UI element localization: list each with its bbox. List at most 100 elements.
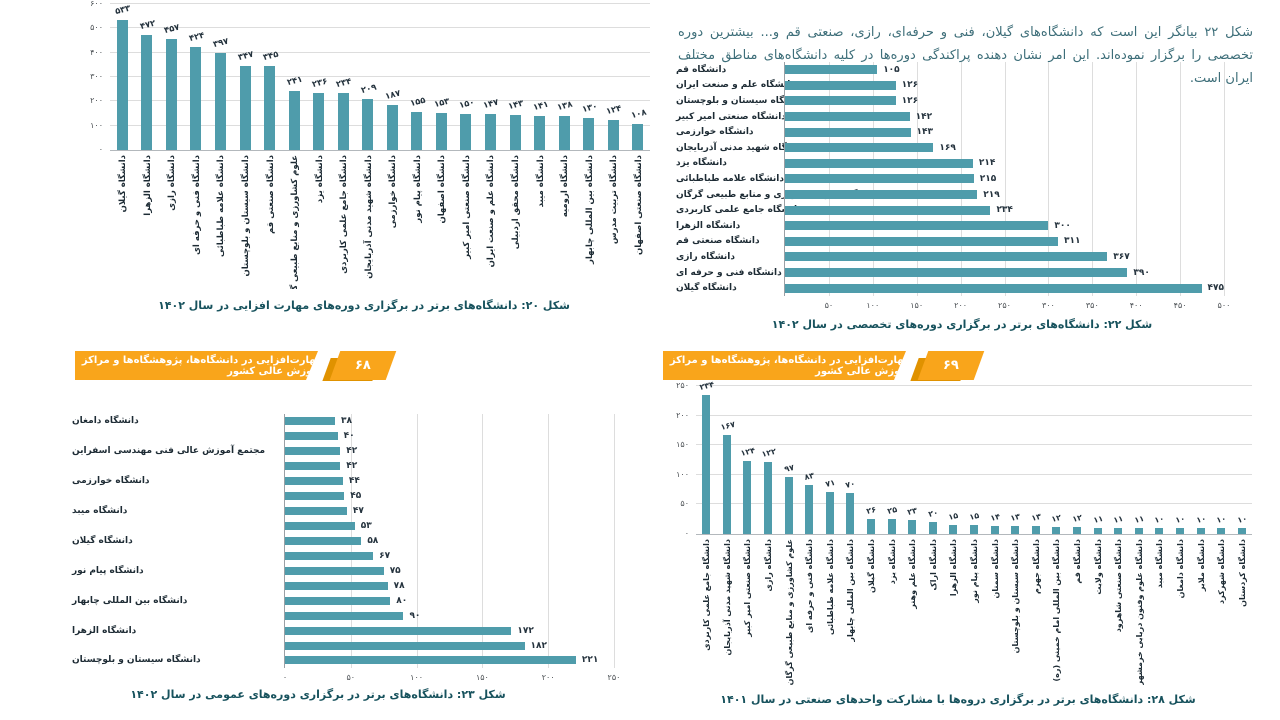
bar-value-label: ۴۷: [352, 506, 364, 517]
category-label: دانشگاه رازی: [167, 155, 178, 211]
bar-group: ۱۰۵ ۱۲۶ ۱۲۶ ۱۴۲ ۱۴۳ ۱۶۹ ۲۱۴ ۲۱۵ ۲۱۹ ۲۳۴ ۳۰۰ ۳۱۱ ۳۶۷ ۳…: [785, 62, 1224, 296]
x-axis-tick-label: ۱۰۰: [410, 673, 424, 682]
gridline: [696, 503, 1252, 505]
category-label-slot: دانشگاه میبد: [1149, 535, 1170, 685]
bar-value-label: ۱۲: [1050, 512, 1063, 524]
bar: [285, 462, 341, 471]
bar-value-label: ۴۷۵: [1207, 283, 1224, 294]
bar-row: ۸۰: [285, 593, 614, 608]
bar-slot: ۱۰۸: [625, 4, 650, 150]
bar: [1093, 527, 1102, 534]
figure-20-caption: شکل ۲۰: دانشگاه‌های برتر در برگزاری دوره…: [158, 299, 570, 312]
bar-slot: ۲۳: [902, 386, 923, 534]
bar: [285, 656, 576, 665]
category-label: [68, 548, 284, 563]
bar-slot: ۱۲۴: [601, 4, 626, 150]
gridline: [696, 385, 1252, 386]
category-label-slot: دانشگاه ارومیه: [552, 151, 577, 289]
bar-row: ۱۲۶: [785, 93, 1224, 109]
figure-28-caption: شکل ۲۸: دانشگاه‌های برتر در برگزاری دروه…: [720, 693, 1196, 706]
bar-slot: ۱۰: [1170, 386, 1191, 534]
bar: [285, 551, 374, 560]
bar: [785, 158, 973, 168]
bar-slot: ۱۴: [984, 386, 1005, 534]
bar: [1031, 526, 1040, 534]
figure-20-plot-area: ۰ ۱۰۰ ۲۰۰ ۳۰۰ ۴۰۰ ۵۰۰ ۶۰۰ ۵۳۳ ۴۷۲ ۴۵۷ ۴۲۴ ۳۹۷ ۳۴۷ ۳۴…: [78, 0, 650, 289]
bar-value-label: ۱۰۸: [629, 107, 648, 121]
bar-slot: ۱۴۷: [478, 4, 503, 150]
bar-group: ۳۸ ۴۰ ۴۲ ۴۲ ۴۴ ۴۵ ۴۷ ۵۳ ۵۸ ۶۷ ۷۵ ۷۸ ۸۰ ۹۰ ۱۷۲ ۱۸۲ ۲۲۱: [285, 414, 614, 668]
category-label: دانشگاه گیلان: [867, 539, 877, 593]
category-label: دانشگاه اصفهان: [437, 155, 448, 224]
category-label: دانشگاه صنعتی قم: [265, 155, 276, 234]
category-label: دانشگاه سمنان: [990, 539, 1000, 599]
gridline: [482, 414, 484, 668]
banner-title-left: مهارت‌افزایی در دانشگاه‌ها، پژوهشگاه‌ها …: [75, 351, 318, 380]
category-label: دانشگاه سیستان و بلوچستان: [72, 655, 201, 666]
bar-slot: ۲۴۱: [282, 4, 307, 150]
category-label: دانشگاه گیلان: [676, 283, 737, 294]
figure-22-bars-area: ۵۰ ۱۰۰ ۱۵۰ ۲۰۰ ۲۵۰ ۳۰۰ ۳۵۰ ۴۰۰ ۴۵۰ ۵۰۰ ۱۰۵ ۱۲۶ ۱۲۶ ۱۴…: [784, 62, 1230, 310]
category-label: دانشگاه علوم وفنون دریایی خرمشهر: [1134, 539, 1144, 685]
bar-group: ۵۳۳ ۴۷۲ ۴۵۷ ۴۲۴ ۳۹۷ ۳۴۷ ۳۴۵ ۲۴۱ ۲۳۶ ۲۳۴ ۲۰۹ ۱۸۷ ۱۵۵ ۱…: [110, 4, 650, 150]
bar-row: ۵۸: [285, 534, 614, 549]
bar-value-label: ۲۳۴: [335, 76, 353, 91]
category-label: دانشگاه قم: [676, 64, 727, 75]
figure-23-caption: شکل ۲۳: دانشگاه‌های برتر در برگزاری دوره…: [130, 688, 506, 701]
bar: [285, 477, 343, 486]
category-label-slot: دانشگاه علم وهنر: [902, 535, 923, 685]
category-label: مجتمع آموزش عالی فنی مهندسی اسفراین: [72, 446, 266, 457]
gridline: [1224, 62, 1225, 296]
category-label: دانشگاه صنعتی امیر کبیر: [676, 111, 786, 122]
bar-slot: ۱۶۷: [717, 386, 738, 534]
bar-value-label: ۴۰: [343, 431, 355, 442]
bar-slot: ۱۵۳: [429, 4, 454, 150]
bar-value-label: ۲۱۴: [978, 158, 996, 169]
bar-slot: ۷۰: [840, 386, 861, 534]
bar-slot: ۱۱: [1087, 386, 1108, 534]
intro-paragraph: شکل ۲۲ بیانگر این است که دانشگاه‌های گیل…: [678, 25, 1253, 86]
gridline: [1092, 62, 1094, 296]
category-label: دانشگاه یزد: [314, 155, 325, 204]
category-label: دانشگاه فنی و حرفه ای: [805, 539, 815, 633]
bar-value-label: ۶۷: [379, 550, 391, 561]
bar-value-label: ۱۳۰: [580, 101, 599, 116]
figure-28-bars-area: ۲۳۴ ۱۶۷ ۱۲۴ ۱۲۲ ۹۷ ۸۳ ۷۱ ۷۰ ۲۶ ۲۵ ۲۳ ۲۰ ۱۵ ۱۵ ۱۴ ۱۳ ۱۳ ۱۲…: [696, 380, 1252, 535]
bar: [285, 447, 341, 456]
category-label: دانشگاه پیام نور: [412, 155, 423, 223]
bar: [190, 46, 202, 150]
bar-row: ۴۷۵: [785, 280, 1224, 296]
bar-value-label: ۱۰۵: [883, 64, 900, 75]
bar: [887, 519, 896, 534]
bar-value-label: ۱۲۶: [901, 95, 919, 106]
bar: [970, 525, 979, 534]
category-label: دانشگاه خوارزمی: [72, 476, 150, 487]
bar-slot: ۱۰: [1231, 386, 1252, 534]
figure-28-chart: ۰ ۵۰ ۱۰۰ ۱۵۰ ۲۰۰ ۲۵۰ ۲۳۴ ۱۶۷ ۱۲۴ ۱۲۲ ۹۷ ۸۳ ۷۱ ۷۰ ۲۶ ۲۵…: [664, 380, 1252, 706]
bar-row: ۲۱۵: [785, 171, 1224, 187]
bar-value-label: ۱۱: [1133, 513, 1145, 525]
category-label: [68, 519, 284, 534]
bar-slot: ۱۰: [1211, 386, 1232, 534]
bar: [264, 66, 276, 150]
bar: [785, 236, 1059, 246]
bar: [1237, 528, 1246, 534]
bar-value-label: ۸۰: [396, 595, 408, 606]
bar: [337, 93, 349, 150]
category-label-slot: دانشگاه یزد: [881, 535, 902, 685]
bar: [214, 53, 226, 150]
category-label-slot: دانشگاه جامع علمی کاربردی: [331, 151, 356, 289]
category-label-slot: دانشگاه محقق اردبیلی: [503, 151, 528, 289]
category-label-slot: دانشگاه پیام نور: [964, 535, 985, 685]
category-label: دانشگاه شهید مدنی آذربایجان: [363, 155, 374, 279]
bar-value-label: ۱۰: [1153, 513, 1166, 526]
category-label: دانشگاه علم وهنر: [908, 539, 918, 609]
bar-slot: ۱۵۰: [454, 4, 479, 150]
category-label-slot: علوم کشاورزی و منابع طبیعی گرگان: [282, 151, 307, 289]
bar-value-label: ۱۳: [1030, 512, 1042, 524]
bar-slot: ۱۲۲: [758, 386, 779, 534]
bar: [785, 143, 934, 153]
category-label: [68, 459, 284, 474]
bar: [1175, 528, 1184, 534]
category-label-slot: دانشگاه کردستان: [1231, 535, 1252, 685]
